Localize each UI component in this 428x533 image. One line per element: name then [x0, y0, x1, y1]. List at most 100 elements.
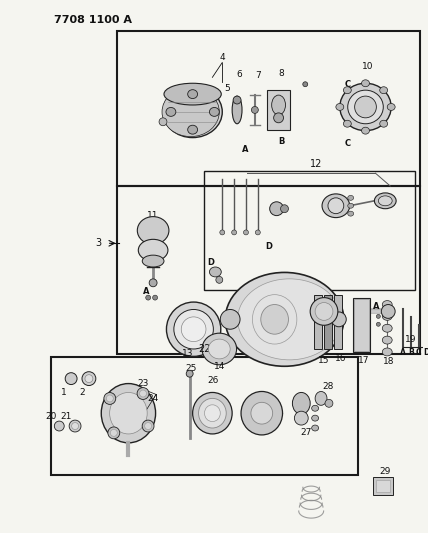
- Ellipse shape: [340, 83, 391, 131]
- Ellipse shape: [331, 312, 346, 327]
- Ellipse shape: [202, 333, 237, 365]
- Ellipse shape: [188, 125, 198, 134]
- Text: 11: 11: [147, 211, 159, 220]
- Text: 5: 5: [224, 84, 230, 93]
- Bar: [373, 478, 393, 495]
- Ellipse shape: [166, 302, 221, 357]
- Text: C: C: [345, 139, 351, 148]
- Ellipse shape: [110, 430, 117, 437]
- Ellipse shape: [251, 107, 259, 114]
- Ellipse shape: [159, 118, 167, 126]
- Ellipse shape: [272, 95, 285, 115]
- Ellipse shape: [145, 423, 152, 430]
- Ellipse shape: [355, 96, 376, 118]
- Text: 1: 1: [61, 388, 67, 397]
- Text: B: B: [278, 137, 285, 146]
- Text: 4: 4: [220, 53, 225, 62]
- Ellipse shape: [241, 391, 282, 435]
- Ellipse shape: [312, 425, 318, 431]
- Ellipse shape: [82, 372, 96, 385]
- Ellipse shape: [376, 314, 380, 318]
- Text: D: D: [424, 349, 428, 358]
- Ellipse shape: [106, 395, 113, 402]
- Ellipse shape: [303, 82, 308, 87]
- Ellipse shape: [244, 230, 248, 235]
- Ellipse shape: [225, 272, 344, 366]
- Ellipse shape: [270, 202, 283, 216]
- Bar: [314, 295, 322, 349]
- Ellipse shape: [343, 120, 351, 127]
- Text: 13: 13: [182, 350, 193, 358]
- Ellipse shape: [378, 196, 392, 206]
- Text: 3: 3: [96, 238, 102, 248]
- Text: 10: 10: [362, 62, 373, 71]
- Text: 2: 2: [79, 388, 85, 397]
- Ellipse shape: [294, 411, 308, 425]
- Text: 24: 24: [148, 394, 159, 403]
- Ellipse shape: [348, 90, 383, 124]
- Ellipse shape: [343, 87, 351, 94]
- Ellipse shape: [376, 322, 380, 326]
- Text: A: A: [400, 349, 406, 358]
- Ellipse shape: [292, 392, 310, 414]
- Bar: [324, 295, 332, 349]
- Ellipse shape: [328, 198, 344, 214]
- Ellipse shape: [209, 267, 221, 277]
- Ellipse shape: [380, 120, 388, 127]
- Ellipse shape: [162, 87, 219, 136]
- Ellipse shape: [232, 96, 242, 124]
- Ellipse shape: [110, 392, 147, 434]
- Text: 28: 28: [322, 382, 334, 391]
- Text: 16: 16: [335, 354, 347, 364]
- Ellipse shape: [220, 310, 240, 329]
- Ellipse shape: [348, 211, 354, 216]
- Text: 6: 6: [236, 70, 242, 79]
- Ellipse shape: [199, 398, 226, 428]
- Ellipse shape: [149, 279, 157, 287]
- Ellipse shape: [382, 312, 392, 320]
- Text: A: A: [242, 145, 248, 154]
- Ellipse shape: [164, 83, 221, 105]
- Ellipse shape: [85, 375, 93, 383]
- Ellipse shape: [146, 295, 151, 300]
- Ellipse shape: [153, 295, 158, 300]
- Bar: [334, 295, 342, 349]
- Text: 25: 25: [185, 364, 196, 373]
- Ellipse shape: [174, 310, 214, 349]
- Ellipse shape: [137, 387, 149, 399]
- Ellipse shape: [273, 113, 283, 123]
- Ellipse shape: [280, 205, 288, 213]
- Ellipse shape: [166, 108, 176, 116]
- Ellipse shape: [322, 194, 350, 217]
- Text: 15: 15: [318, 357, 330, 365]
- Ellipse shape: [104, 392, 116, 405]
- Ellipse shape: [233, 96, 241, 104]
- Ellipse shape: [315, 303, 333, 320]
- Text: 29: 29: [380, 467, 391, 476]
- Ellipse shape: [348, 196, 354, 200]
- Ellipse shape: [261, 304, 288, 334]
- Ellipse shape: [163, 86, 222, 138]
- Bar: [353, 297, 371, 352]
- Bar: [51, 357, 358, 475]
- Text: 26: 26: [208, 376, 219, 385]
- Text: 17: 17: [358, 357, 369, 365]
- Ellipse shape: [137, 216, 169, 244]
- Ellipse shape: [336, 103, 344, 110]
- Bar: [267, 90, 291, 130]
- Text: D: D: [207, 257, 214, 266]
- Text: 7708 1100 A: 7708 1100 A: [54, 15, 132, 25]
- Ellipse shape: [382, 301, 392, 309]
- Ellipse shape: [238, 279, 341, 360]
- Ellipse shape: [382, 348, 392, 356]
- Bar: [354, 298, 369, 351]
- Ellipse shape: [142, 420, 154, 432]
- Text: 22: 22: [198, 344, 211, 354]
- Ellipse shape: [310, 297, 338, 325]
- Text: C: C: [345, 80, 351, 88]
- Ellipse shape: [54, 421, 64, 431]
- Bar: [205, 171, 415, 290]
- Text: 14: 14: [214, 362, 225, 372]
- Text: 20: 20: [46, 411, 57, 421]
- Text: C: C: [416, 349, 422, 358]
